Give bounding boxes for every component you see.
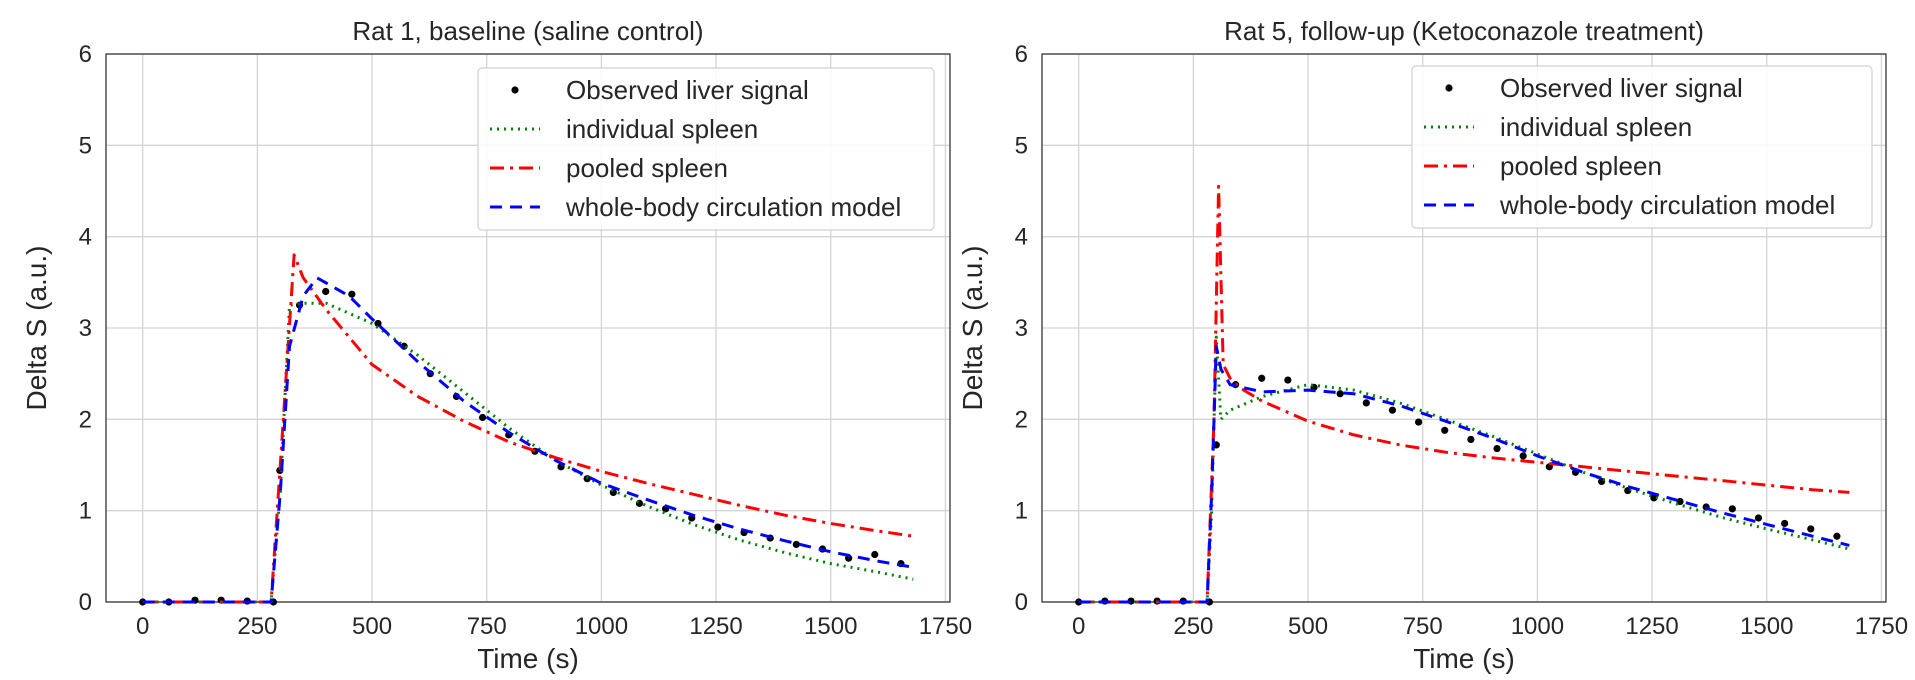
x-tick-label: 1250	[689, 613, 742, 640]
data-point	[871, 550, 879, 559]
series-individual-spleen	[142, 301, 914, 604]
x-tick-label: 0	[1072, 613, 1085, 640]
series-pooled-spleen	[142, 253, 914, 604]
legend-label: individual spleen	[1500, 112, 1692, 142]
data-point	[1336, 390, 1344, 398]
legend-label: individual spleen	[566, 114, 758, 144]
x-tick-label: 500	[1288, 613, 1328, 640]
data-point	[1781, 519, 1789, 528]
x-tick-label: 500	[352, 613, 392, 640]
data-point	[635, 499, 644, 507]
y-tick-label: 4	[1015, 224, 1028, 251]
data-point	[139, 598, 147, 606]
y-tick-label: 4	[79, 224, 92, 251]
x-tick-label: 1500	[804, 613, 857, 640]
y-tick-label: 3	[1015, 315, 1028, 342]
y-tick-label: 6	[1015, 41, 1028, 68]
legend-label: pooled spleen	[1500, 151, 1662, 181]
chart-title: Rat 5, follow-up (Ketoconazole treatment…	[1224, 16, 1704, 46]
series-observed-liver-signal	[1075, 374, 1841, 606]
legend-marker	[511, 86, 519, 94]
x-tick-label: 0	[136, 613, 149, 640]
y-tick-label: 0	[1015, 589, 1028, 616]
data-point	[1388, 406, 1397, 414]
y-tick-label: 2	[79, 406, 92, 433]
data-point	[1493, 444, 1501, 453]
data-point	[1519, 452, 1527, 460]
data-point	[1467, 435, 1475, 444]
legend-label: whole-body circulation model	[1499, 190, 1835, 220]
data-point	[348, 290, 356, 298]
chart-panel-1: 0 250 500 750 1000 1250 1500 1750 0 1 2 3 4 5 6 Rat 1, …	[21, 16, 972, 674]
data-point	[1833, 532, 1841, 540]
series-whole-body-circulation-model	[142, 276, 914, 604]
data-point	[374, 319, 382, 328]
data-point	[1362, 399, 1370, 407]
x-tick-label: 1000	[575, 613, 628, 640]
legend-label: pooled spleen	[566, 153, 728, 183]
x-tick-label: 250	[1173, 613, 1213, 640]
legend-marker	[1445, 84, 1453, 92]
legend-box	[1411, 65, 1873, 229]
series-pooled-spleen	[1078, 184, 1850, 604]
chart-panel-2: 0 250 500 750 1000 1250 1500 1750 0 1 2 3 4 5 6 Rat 5, …	[957, 16, 1908, 674]
series-individual-spleen	[1078, 335, 1850, 604]
x-tick-label: 1750	[1855, 613, 1908, 640]
series-line	[1078, 335, 1850, 604]
plot-frame	[105, 53, 951, 603]
series-line	[1078, 184, 1850, 604]
data-point	[1414, 418, 1423, 426]
legend-label: whole-body circulation model	[565, 192, 901, 222]
series-line	[142, 276, 914, 604]
y-axis-label: Delta S (a.u.)	[957, 246, 988, 411]
plot-frame	[1041, 53, 1887, 603]
data-point	[1728, 505, 1736, 513]
legend-label: Observed liver signal	[1500, 73, 1743, 103]
x-tick-label: 750	[1403, 613, 1443, 640]
series-line	[1078, 344, 1850, 604]
x-axis-label: Time (s)	[477, 643, 579, 674]
y-tick-label: 5	[1015, 132, 1028, 159]
data-point	[1258, 374, 1266, 382]
x-tick-label: 250	[237, 613, 277, 640]
data-point	[714, 523, 722, 531]
x-tick-label: 1250	[1625, 613, 1678, 640]
data-point	[1754, 514, 1763, 522]
y-tick-label: 5	[79, 132, 92, 159]
x-tick-label: 1500	[1740, 613, 1793, 640]
legend-label: Observed liver signal	[566, 75, 809, 105]
y-tick-label: 2	[1015, 406, 1028, 433]
y-tick-label: 1	[1015, 498, 1028, 525]
data-point	[1650, 494, 1658, 502]
data-point	[792, 540, 800, 549]
data-point	[322, 287, 330, 296]
series-whole-body-circulation-model	[1078, 344, 1850, 604]
data-point	[1807, 525, 1815, 533]
chart-title: Rat 1, baseline (saline control)	[352, 16, 703, 46]
legend-box	[477, 67, 935, 231]
y-tick-label: 1	[79, 498, 92, 525]
legend: Observed liver signal individual spleen po…	[477, 67, 935, 231]
y-axis-label: Delta S (a.u.)	[21, 246, 52, 411]
x-tick-label: 1750	[919, 613, 972, 640]
series-line	[142, 301, 914, 604]
y-tick-label: 6	[79, 41, 92, 68]
y-tick-label: 0	[79, 589, 92, 616]
x-tick-label: 1000	[1511, 613, 1564, 640]
data-point	[1441, 426, 1449, 434]
legend: Observed liver signal individual spleen po…	[1411, 65, 1873, 229]
data-point	[478, 413, 487, 422]
data-point	[1075, 598, 1083, 606]
data-point	[1284, 376, 1292, 384]
y-tick-label: 3	[79, 315, 92, 342]
series-line	[142, 253, 914, 604]
x-tick-label: 750	[467, 613, 507, 640]
x-axis-label: Time (s)	[1413, 643, 1515, 674]
